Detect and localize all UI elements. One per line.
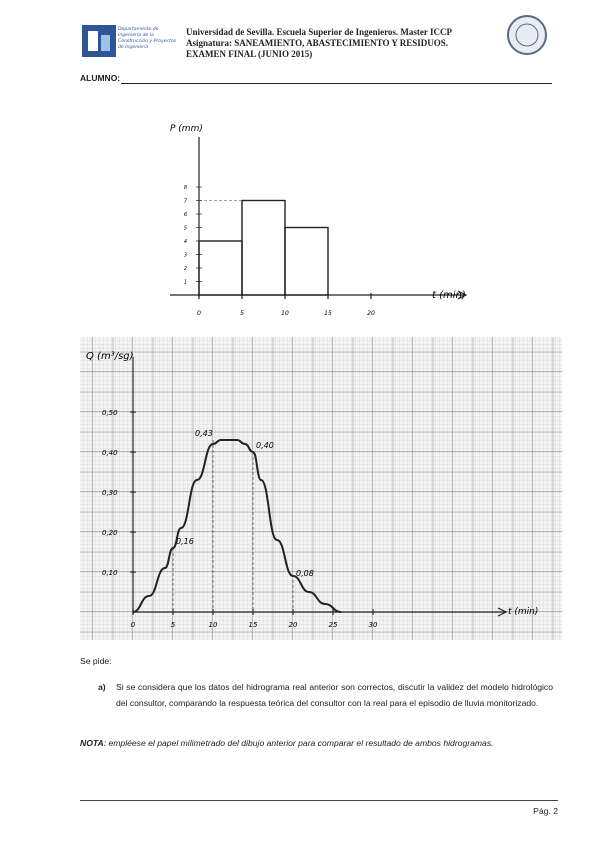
point-label: 0,08 xyxy=(296,569,314,578)
x-arrow xyxy=(457,290,468,300)
y-tick-label: 0,10 xyxy=(102,569,118,577)
student-label: ALUMNO: xyxy=(80,73,121,83)
x-axis-label: t (min) xyxy=(432,290,466,301)
point-label: 0,16 xyxy=(176,537,194,546)
x-tick-label: 0 xyxy=(131,621,136,629)
student-line xyxy=(121,83,552,84)
hyetograph: P (mm) t (min) 0 5 10 15 20 1 2 3 4 5 6 7 8 xyxy=(170,124,468,317)
y-tick-label: 8 xyxy=(184,185,187,191)
question-heading: Se pide: xyxy=(80,656,112,666)
title-line: Asignatura: SANEAMIENTO, ABASTECIMIENTO … xyxy=(186,38,449,48)
x-tick-label: 15 xyxy=(324,310,332,317)
item-text: Si se considera que los datos del hidrog… xyxy=(116,682,553,708)
x-tick-label: 5 xyxy=(171,621,176,629)
point-label: 0,43 xyxy=(195,429,213,438)
x-tick-label: 10 xyxy=(209,621,218,629)
title-line: Universidad de Sevilla. Escuela Superior… xyxy=(186,27,453,37)
x-tick-label: 10 xyxy=(281,310,289,317)
y-tick-label: 2 xyxy=(184,266,187,272)
x-tick-label: 20 xyxy=(289,621,298,629)
x-tick-label: 30 xyxy=(369,621,378,629)
header-title: Universidad de Sevilla. Escuela Superior… xyxy=(186,27,486,60)
footer-line xyxy=(80,800,558,801)
y-tick-label: 4 xyxy=(184,239,187,245)
note: NOTA: empléese el papel milimetrado del … xyxy=(80,735,553,751)
note-label: NOTA xyxy=(80,738,104,748)
x-axis-label: t (min) xyxy=(508,607,538,617)
title-line: EXAMEN FINAL (JUNIO 2015) xyxy=(186,49,313,59)
y-tick-label: 0,50 xyxy=(102,409,118,417)
y-tick-label: 6 xyxy=(184,212,187,218)
y-tick-label: 0,30 xyxy=(102,489,118,497)
seal xyxy=(507,15,547,55)
logo xyxy=(82,25,116,57)
x-tick-label: 0 xyxy=(197,310,201,317)
y-axis-label: P (mm) xyxy=(170,124,203,134)
x-tick-label: 5 xyxy=(240,310,244,317)
rain-bar xyxy=(198,240,243,296)
x-arrow xyxy=(497,607,508,617)
y-tick-label: 0,40 xyxy=(102,449,118,457)
note-text: : empléese el papel milimetrado del dibu… xyxy=(103,738,494,748)
rain-bar xyxy=(284,226,329,296)
graph-paper-cm xyxy=(80,337,562,640)
y-tick-label: 1 xyxy=(184,280,187,286)
hydrograph: Q (m³/sg) t (min) 0 5 10 15 20 25 30 0,10 0,20 0,30… xyxy=(80,337,562,640)
rain-bar xyxy=(241,199,286,296)
item-label: a) xyxy=(98,682,106,692)
y-tick-label: 3 xyxy=(184,253,187,259)
x-tick-label: 20 xyxy=(367,310,375,317)
point-label: 0,40 xyxy=(256,441,274,450)
y-axis-label: Q (m³/sg) xyxy=(86,351,134,362)
page-number: Pág. 2 xyxy=(533,806,558,816)
y-tick-label: 0,20 xyxy=(102,529,118,537)
x-tick-label: 25 xyxy=(329,621,338,629)
y-tick-label: 7 xyxy=(184,199,188,205)
department: Departamento de Ingeniería de la Constru… xyxy=(118,27,177,50)
hydrograph-curve xyxy=(132,439,342,613)
y-tick-label: 5 xyxy=(184,226,187,232)
x-tick-label: 15 xyxy=(249,621,258,629)
